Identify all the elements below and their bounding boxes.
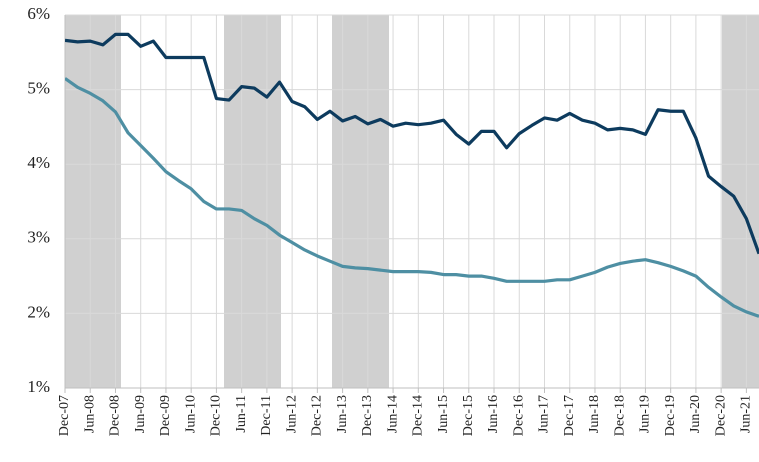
shaded-period (224, 15, 281, 388)
x-tick-label: Dec-17 (562, 395, 577, 436)
x-tick-label: Dec-12 (310, 395, 325, 436)
x-tick-label: Dec-14 (411, 395, 426, 436)
y-tick-label: 1% (27, 377, 50, 396)
y-tick-label: 3% (27, 228, 50, 247)
x-tick-label: Dec-16 (511, 395, 526, 436)
y-tick-label: 4% (27, 153, 50, 172)
shaded-period (65, 15, 121, 388)
labels: 1% 2% 3% 4% 5% 6% Dec-07 Jun-08 Dec-08 Jun-09 Dec-… (27, 4, 753, 436)
x-tick-label: Dec-08 (108, 395, 123, 436)
x-tick-label: Jun-17 (537, 395, 552, 433)
shaded-periods (65, 15, 759, 388)
x-tick-label: Jun-14 (385, 395, 400, 433)
x-tick-label: Dec-10 (209, 395, 224, 436)
x-tick-label: Dec-07 (57, 395, 72, 436)
x-tick-label: Jun-20 (688, 395, 703, 433)
x-tick-label: Jun-15 (436, 395, 451, 433)
series-line (65, 32, 759, 255)
shaded-period (332, 15, 389, 388)
plot-lines (65, 32, 759, 318)
y-tick-label: 5% (27, 79, 50, 98)
x-tick-label: Dec-20 (713, 395, 728, 436)
x-tick-label: Jun-18 (587, 395, 602, 433)
x-tick-label: Dec-13 (360, 395, 375, 436)
x-tick-label: Dec-15 (461, 395, 476, 436)
x-tick-label: Jun-13 (335, 395, 350, 433)
shaded-period (722, 15, 759, 388)
x-tick-label: Jun-21 (739, 395, 754, 433)
x-tick-label: Jun-16 (486, 395, 501, 433)
x-tick-label: Dec-09 (158, 395, 173, 436)
x-tick-label: Jun-11 (234, 395, 249, 433)
x-tick-label: Dec-11 (259, 395, 274, 436)
x-tick-label: Jun-09 (133, 395, 148, 433)
x-tick-label: Jun-12 (284, 395, 299, 433)
x-tick-label: Dec-18 (612, 395, 627, 436)
x-tick-label: Dec-19 (663, 395, 678, 436)
x-tick-label: Jun-19 (638, 395, 653, 433)
y-tick-label: 2% (27, 302, 50, 321)
x-tick-label: Jun-08 (82, 395, 97, 433)
y-tick-label: 6% (27, 4, 50, 23)
series-line (65, 77, 759, 318)
x-tick-label: Jun-10 (183, 395, 198, 433)
grid (64, 14, 759, 389)
